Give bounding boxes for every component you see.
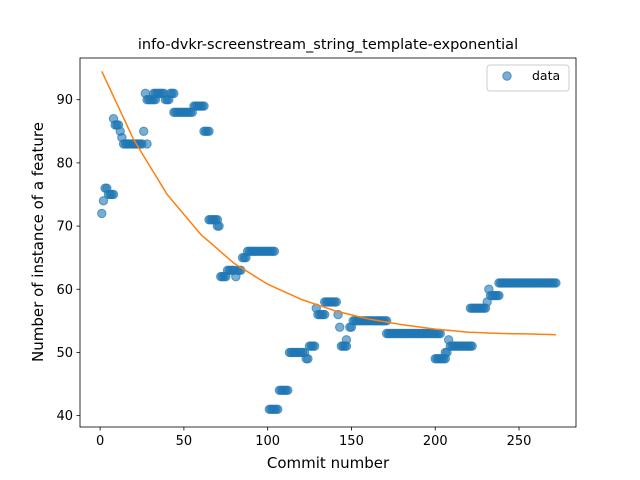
legend-label-data: data <box>532 68 560 83</box>
data-point-28 <box>142 139 152 149</box>
data-point-117 <box>273 404 283 415</box>
data-point-1 <box>98 196 109 206</box>
data-point-160 <box>341 335 352 345</box>
data-point-240 <box>467 341 477 351</box>
data-point-47 <box>169 88 179 99</box>
data-points <box>97 88 561 415</box>
x-axis-label: Commit number <box>267 454 390 472</box>
data-point-0 <box>97 208 107 219</box>
data-point-153 <box>331 297 342 307</box>
data-point-111 <box>269 246 280 257</box>
legend-marker-data <box>502 71 512 81</box>
data-point-145 <box>319 309 330 320</box>
plot-area <box>80 58 576 427</box>
x-tick-label-0: 0 <box>96 434 104 449</box>
x-tick-label-100: 100 <box>255 434 280 449</box>
legend: data <box>486 64 570 92</box>
y-tick-label-80: 80 <box>56 156 73 171</box>
x-tick-label-150: 150 <box>339 434 364 449</box>
plot-frame <box>79 57 577 428</box>
chart-title: info-dvkr-screenstream_string_template-e… <box>138 37 518 53</box>
y-tick-label-60: 60 <box>56 283 73 298</box>
data-point-139 <box>309 341 320 351</box>
data-point-293 <box>551 278 561 288</box>
x-tick-label-250: 250 <box>507 434 532 449</box>
x-axis-ticks: 0 50 100 150 200 250 <box>96 427 531 449</box>
x-tick-label-200: 200 <box>423 434 448 449</box>
data-point-66 <box>199 101 209 111</box>
data-point-7 <box>108 189 119 200</box>
data-point-70 <box>204 126 214 136</box>
y-axis-ticks: 40 50 60 70 80 90 <box>56 93 80 424</box>
y-tick-label-70: 70 <box>56 220 73 235</box>
x-tick-label-50: 50 <box>176 434 193 449</box>
data-point-78 <box>214 221 224 231</box>
data-point-258 <box>494 290 504 301</box>
data-point-135 <box>303 354 313 364</box>
y-tick-label-50: 50 <box>56 346 73 361</box>
data-point-26 <box>138 126 149 136</box>
fit-curve-line <box>101 70 556 336</box>
data-point-123 <box>283 385 293 396</box>
y-tick-label-90: 90 <box>56 93 73 108</box>
y-tick-label-40: 40 <box>56 409 73 424</box>
y-axis-label: Number of instance of a feature <box>29 122 47 362</box>
data-point-155 <box>335 322 345 332</box>
